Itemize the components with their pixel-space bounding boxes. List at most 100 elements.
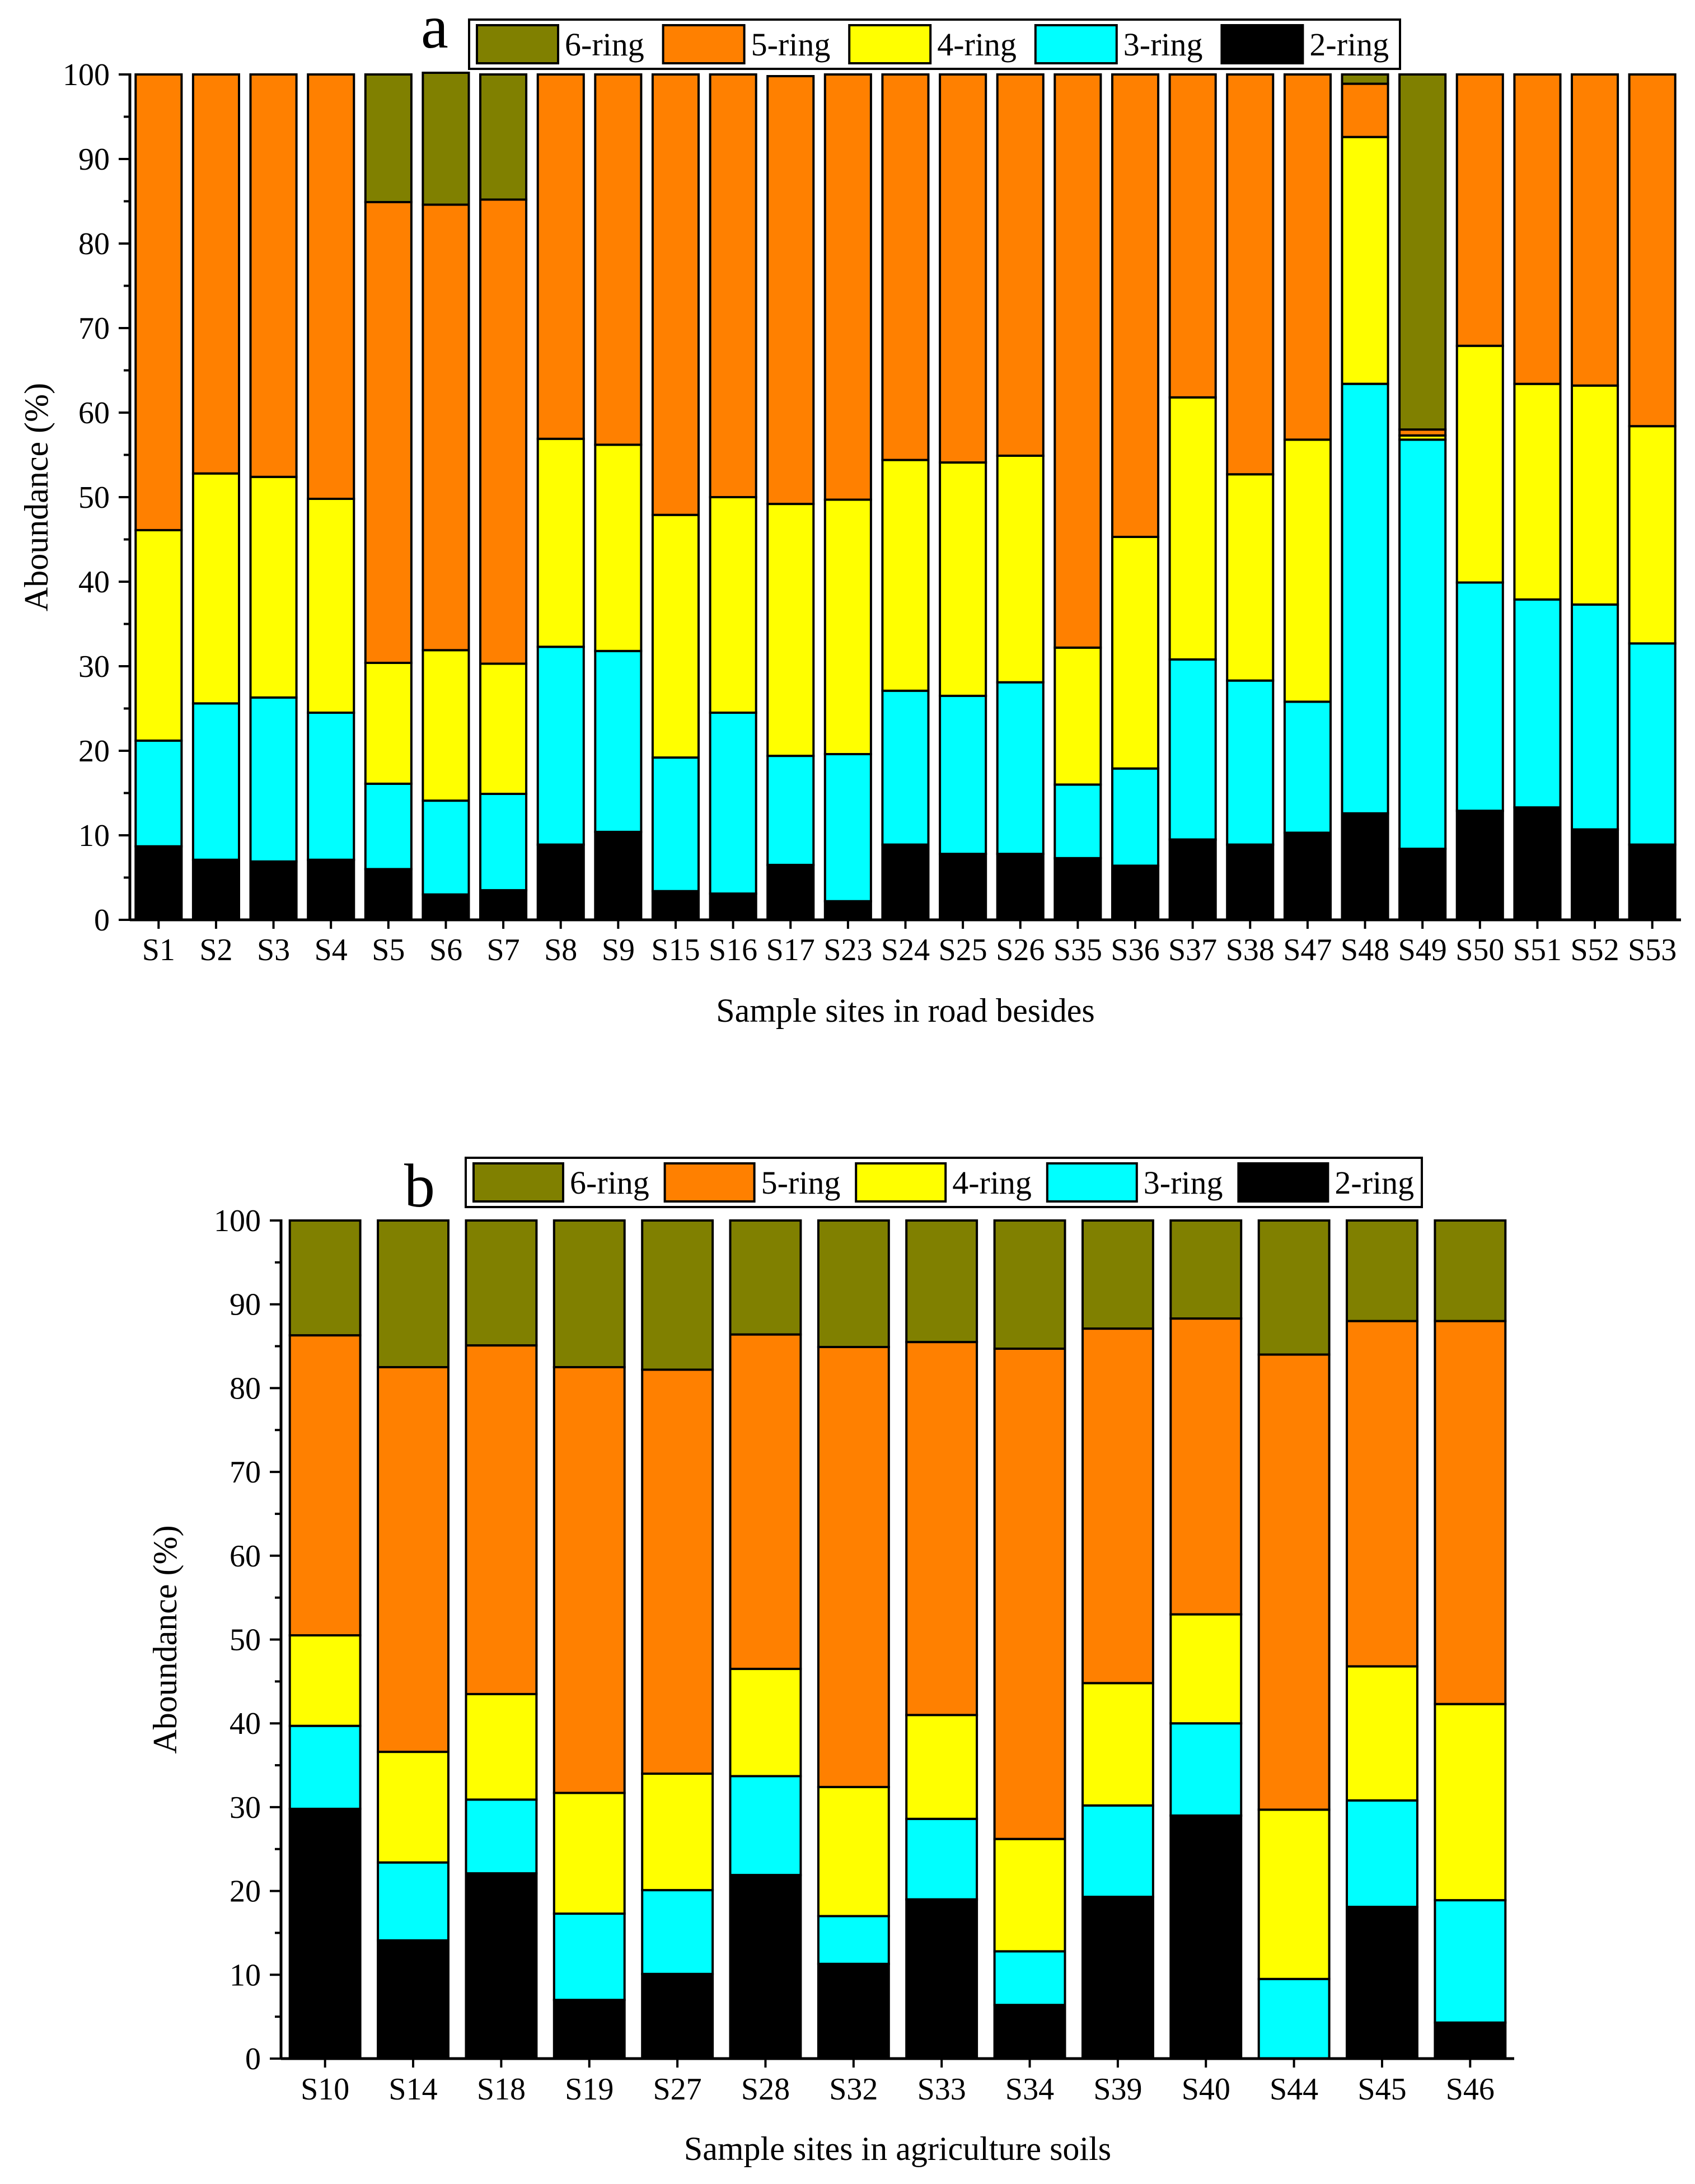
- bar-segment-2-ring-S18: [465, 1872, 538, 2060]
- bar-segment-2-ring-S49: [1398, 848, 1447, 921]
- bar-segment-3-ring-S47: [1283, 700, 1332, 834]
- x-tick-label: S4: [315, 933, 348, 967]
- bar-segment-3-ring-S36: [1111, 767, 1160, 867]
- bar-segment-4-ring-S40: [1169, 1613, 1243, 1725]
- bar-segment-5-ring-S28: [729, 1333, 802, 1670]
- x-tick-label: S7: [487, 933, 520, 967]
- bar-segment-2-ring-S52: [1571, 828, 1619, 922]
- bar-segment-6-ring-S6: [422, 72, 470, 206]
- bar-segment-6-ring-S14: [377, 1219, 449, 1368]
- bar-segment-2-ring-S6: [422, 893, 470, 921]
- y-tick-label: 0: [245, 2042, 261, 2077]
- bar-segment-4-ring-S3: [249, 475, 298, 699]
- panel-a-letter: a: [421, 0, 448, 61]
- bar-segment-3-ring-S17: [766, 755, 815, 866]
- x-tick-label: S14: [388, 2072, 437, 2107]
- bar-segment-2-ring-S17: [766, 863, 815, 922]
- x-tick-label: S44: [1270, 2072, 1318, 2107]
- bar-segment-6-ring-S40: [1169, 1219, 1243, 1320]
- y-tick-label: 30: [78, 649, 110, 684]
- bar-segment-5-ring-S19: [552, 1366, 626, 1794]
- bar-segment-3-ring-S1: [134, 739, 183, 848]
- bar-segment-2-ring-S39: [1081, 1896, 1154, 2060]
- legend-label-6-ring: 6-ring: [570, 1165, 649, 1201]
- bar-segment-2-ring-S46: [1434, 2021, 1507, 2060]
- y-tick-label: 40: [78, 565, 110, 600]
- bar-segment-3-ring-S32: [817, 1915, 890, 1965]
- bar-segment-4-ring-S26: [996, 455, 1045, 684]
- y-tick-label: 0: [94, 903, 110, 938]
- bar-segment-3-ring-S40: [1169, 1722, 1243, 1817]
- x-axis-title: Sample sites in agriculture soils: [684, 2130, 1111, 2167]
- x-tick-label: S18: [477, 2072, 526, 2107]
- bar-segment-3-ring-S24: [881, 689, 930, 846]
- legend-swatch-6-ring: [476, 24, 559, 64]
- bar-segment-2-ring-S28: [729, 1874, 802, 2060]
- bar-segment-5-ring-S14: [377, 1366, 449, 1753]
- bar-segment-4-ring-S23: [823, 498, 872, 755]
- y-tick-label: 20: [230, 1874, 261, 1909]
- bar-segment-3-ring-S19: [552, 1912, 626, 2001]
- bar-segment-3-ring-S26: [996, 681, 1045, 855]
- bar-segment-4-ring-S5: [364, 662, 413, 785]
- bar-segment-3-ring-S45: [1346, 1799, 1418, 1908]
- bar-segment-5-ring-S26: [996, 73, 1045, 457]
- bar-segment-5-ring-S35: [1053, 73, 1102, 649]
- legend-swatch-3-ring: [1046, 1162, 1138, 1203]
- bar-segment-5-ring-S5: [364, 201, 413, 664]
- x-tick-label: S24: [881, 933, 930, 967]
- bar-segment-3-ring-S25: [939, 694, 987, 855]
- legend: 6-ring 5-ring 4-ring 3-ring 2-ring: [465, 1157, 1423, 1208]
- legend-swatch-4-ring: [855, 1162, 947, 1203]
- bar-segment-2-ring-S14: [377, 1939, 449, 2060]
- x-tick-label: S53: [1628, 933, 1677, 967]
- x-tick-label: S35: [1053, 933, 1102, 967]
- x-tick-label: S17: [766, 933, 815, 967]
- bar-segment-4-ring-S34: [993, 1837, 1066, 1953]
- x-tick-label: S33: [917, 2072, 966, 2107]
- x-tick-label: S28: [741, 2072, 790, 2107]
- y-tick-label: 70: [230, 1455, 261, 1490]
- bar-segment-5-ring-S48: [1341, 82, 1389, 138]
- panel-b-letter: b: [404, 1152, 435, 1220]
- bar-segment-3-ring-S39: [1081, 1804, 1154, 1898]
- bar-segment-2-ring-S4: [307, 858, 355, 922]
- bar-segment-5-ring-S15: [651, 73, 700, 516]
- bar-segment-2-ring-S10: [288, 1807, 362, 2060]
- y-tick-label: 90: [78, 142, 110, 177]
- bar-segment-5-ring-S53: [1628, 73, 1677, 428]
- bar-segment-5-ring-S52: [1571, 73, 1619, 387]
- legend-swatch-2-ring: [1220, 24, 1304, 64]
- bar-segment-5-ring-S32: [817, 1346, 890, 1788]
- bar-segment-2-ring-S45: [1346, 1906, 1418, 2060]
- bar-segment-5-ring-S44: [1257, 1353, 1331, 1811]
- bar-segment-2-ring-S38: [1226, 843, 1275, 921]
- bar-segment-5-ring-S16: [709, 73, 757, 498]
- bar-segment-5-ring-S7: [479, 198, 528, 665]
- x-tick-label: S15: [651, 933, 700, 967]
- bar-segment-4-ring-S35: [1053, 646, 1102, 786]
- x-tick-label: S3: [257, 933, 290, 967]
- bar-segment-3-ring-S44: [1257, 1977, 1331, 2060]
- bar-segment-2-ring-S40: [1169, 1814, 1243, 2060]
- bar-segment-4-ring-S4: [307, 498, 355, 714]
- bar-segment-5-ring-S9: [594, 73, 643, 446]
- bar-segment-2-ring-S9: [594, 831, 643, 921]
- x-tick-label: S23: [823, 933, 872, 967]
- y-tick-label: 10: [230, 1958, 261, 1993]
- x-tick-label: S6: [429, 933, 462, 967]
- x-tick-label: S38: [1226, 933, 1275, 967]
- x-tick-label: S26: [996, 933, 1045, 967]
- bar-segment-2-ring-S7: [479, 889, 528, 921]
- x-tick-label: S34: [1005, 2072, 1054, 2107]
- bar-segment-3-ring-S35: [1053, 783, 1102, 859]
- legend-swatch-3-ring: [1034, 24, 1118, 64]
- bar-segment-5-ring-S1: [134, 73, 183, 531]
- x-tick-label: S39: [1093, 2072, 1142, 2107]
- bar-segment-6-ring-S45: [1346, 1219, 1418, 1322]
- legend-swatch-5-ring: [662, 24, 746, 64]
- legend-label-6-ring: 6-ring: [565, 26, 644, 63]
- bar-segment-4-ring-S47: [1283, 438, 1332, 703]
- bar-segment-2-ring-S2: [191, 858, 240, 922]
- bar-segment-5-ring-S10: [288, 1334, 362, 1637]
